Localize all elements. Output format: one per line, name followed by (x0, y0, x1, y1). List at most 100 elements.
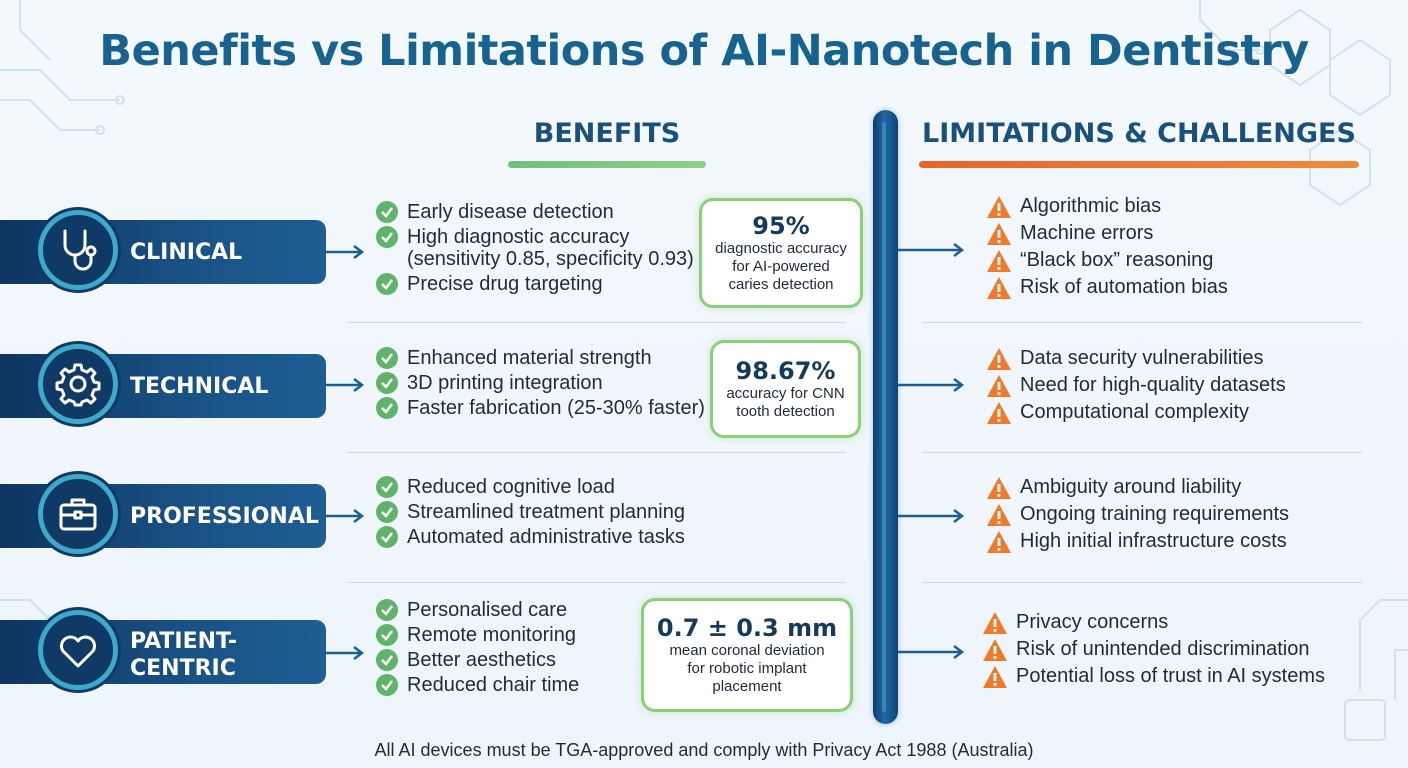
stat-value: 0.7 ± 0.3 mm (656, 614, 838, 642)
limitation-item: Privacy concerns (982, 608, 1325, 635)
benefits-list-professional: Reduced cognitive load Streamlined treat… (376, 473, 685, 548)
benefit-item: 3D printing integration (376, 369, 705, 394)
benefits-header: BENEFITS (508, 118, 706, 168)
limitation-item: Risk of unintended discrimination (982, 635, 1325, 662)
benefit-item: High diagnostic accuracy (sensitivity 0.… (376, 223, 694, 270)
check-icon (376, 476, 398, 498)
footer-note: All AI devices must be TGA-approved and … (374, 740, 1034, 760)
separator (348, 582, 846, 583)
check-icon (376, 599, 398, 621)
warning-icon (987, 277, 1011, 299)
stat-card-technical: 98.67% accuracy for CNN tooth detection (710, 340, 861, 438)
limitations-header-text: LIMITATIONS & CHALLENGES (922, 118, 1356, 149)
heart-icon (60, 635, 96, 668)
warning-icon (983, 612, 1007, 634)
category-icon-circle (38, 210, 118, 290)
category-label-professional: PROFESSIONAL (130, 504, 319, 529)
separator (922, 452, 1362, 453)
separator (348, 452, 846, 453)
benefit-item: Personalised care (376, 596, 579, 621)
limitations-list-technical: Data security vulnerabilities Need for h… (986, 344, 1286, 425)
benefit-item: Remote monitoring (376, 621, 579, 646)
check-icon (376, 526, 398, 548)
category-icon-circle (38, 344, 118, 424)
stat-card-patient-centric: 0.7 ± 0.3 mm mean coronal deviation for … (641, 598, 853, 712)
check-icon (376, 397, 398, 419)
arrow-right-icon (326, 646, 365, 660)
benefits-list-technical: Enhanced material strength 3D printing i… (376, 344, 705, 419)
page-title: Benefits vs Limitations of AI-Nanotech i… (99, 26, 1309, 76)
benefit-item: Automated administrative tasks (376, 523, 685, 548)
check-icon (376, 501, 398, 523)
check-icon (376, 226, 398, 248)
benefit-item: Reduced cognitive load (376, 473, 685, 498)
limitation-item: Ambiguity around liability (986, 473, 1289, 500)
category-icon-circle (38, 610, 118, 690)
warning-icon (987, 223, 1011, 245)
warning-icon (987, 504, 1011, 526)
limitation-item: Machine errors (986, 219, 1228, 246)
benefit-item: Streamlined treatment planning (376, 498, 685, 523)
benefit-item: Enhanced material strength (376, 344, 705, 369)
warning-icon (987, 531, 1011, 553)
category-label-clinical: CLINICAL (130, 240, 243, 265)
gear-icon (55, 363, 101, 407)
briefcase-icon (59, 498, 97, 531)
limitation-item: Algorithmic bias (986, 192, 1228, 219)
center-divider (873, 110, 898, 724)
warning-icon (983, 666, 1007, 688)
benefits-list-clinical: Early disease detection High diagnostic … (376, 198, 694, 295)
check-icon (376, 674, 398, 696)
check-icon (376, 273, 398, 295)
limitations-list-professional: Ambiguity around liability Ongoing train… (986, 473, 1289, 554)
benefit-item: Early disease detection (376, 198, 694, 223)
benefits-list-patient-centric: Personalised care Remote monitoring Bett… (376, 596, 579, 696)
category-label-technical: TECHNICAL (130, 374, 269, 399)
stat-card-clinical: 95% diagnostic accuracy for AI-powered c… (699, 198, 863, 308)
benefits-underline (508, 161, 706, 168)
category-label-patient-centric: PATIENT- CENTRIC (130, 629, 237, 681)
category-icon-circle (38, 474, 118, 554)
limitation-item: Computational complexity (986, 398, 1286, 425)
warning-icon (987, 402, 1011, 424)
limitation-item: Ongoing training requirements (986, 500, 1289, 527)
warning-icon (987, 375, 1011, 397)
stethoscope-icon (63, 229, 97, 271)
limitation-item: “Black box” reasoning (986, 246, 1228, 273)
limitations-underline (919, 161, 1359, 168)
stat-caption: mean coronal deviation for robotic impla… (669, 642, 825, 695)
warning-icon (987, 348, 1011, 370)
limitation-item: High initial infrastructure costs (986, 527, 1289, 554)
separator (922, 322, 1362, 323)
benefit-item: Reduced chair time (376, 671, 579, 696)
arrow-right-icon (898, 509, 965, 523)
separator (922, 582, 1362, 583)
warning-icon (987, 477, 1011, 499)
limitations-header: LIMITATIONS & CHALLENGES (919, 118, 1359, 168)
limitation-item: Potential loss of trust in AI systems (982, 662, 1325, 689)
stat-caption: diagnostic accuracy for AI-powered carie… (715, 240, 847, 293)
stat-value: 98.67% (735, 357, 836, 385)
benefit-item: Faster fabrication (25-30% faster) (376, 394, 705, 419)
warning-icon (983, 639, 1007, 661)
check-icon (376, 624, 398, 646)
stat-caption: accuracy for CNN tooth detection (726, 385, 845, 420)
limitations-list-patient-centric: Privacy concerns Risk of unintended disc… (982, 608, 1325, 689)
benefit-item: Better aesthetics (376, 646, 579, 671)
arrow-right-icon (326, 509, 365, 523)
arrow-right-icon (898, 378, 965, 392)
check-icon (376, 347, 398, 369)
check-icon (376, 201, 398, 223)
benefits-header-text: BENEFITS (533, 118, 681, 149)
limitation-item: Risk of automation bias (986, 273, 1228, 300)
limitations-list-clinical: Algorithmic bias Machine errors “Black b… (986, 192, 1228, 300)
arrow-right-icon (898, 243, 965, 257)
warning-icon (987, 196, 1011, 218)
arrow-right-icon (898, 645, 965, 659)
warning-icon (987, 250, 1011, 272)
arrow-right-icon (326, 245, 365, 259)
check-icon (376, 649, 398, 671)
stat-value: 95% (752, 212, 810, 240)
limitation-item: Data security vulnerabilities (986, 344, 1286, 371)
separator (348, 322, 846, 323)
